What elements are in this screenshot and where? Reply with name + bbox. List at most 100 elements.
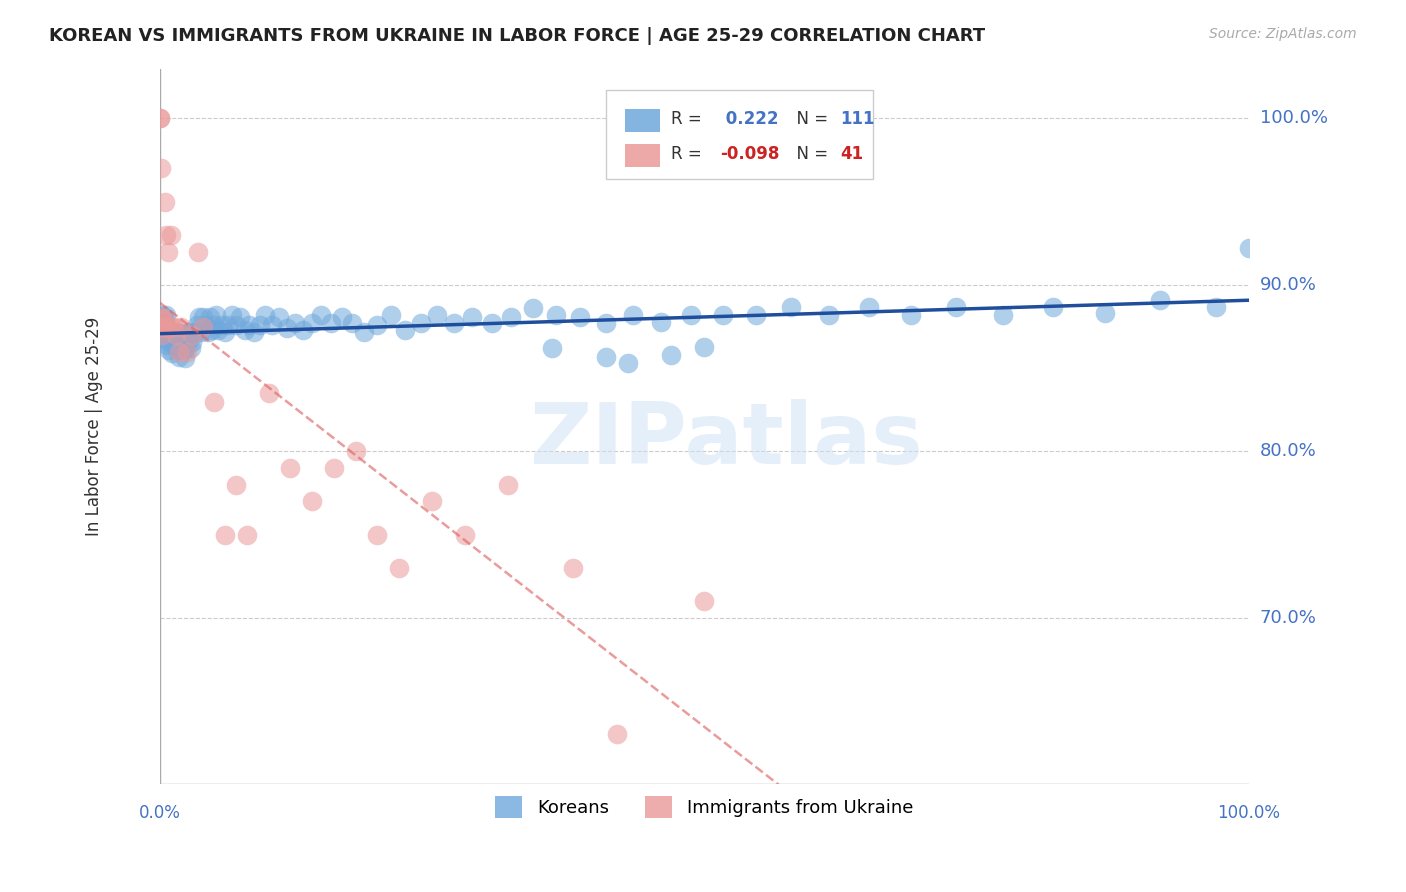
Text: 0.0%: 0.0% xyxy=(139,805,180,822)
Point xyxy=(322,461,344,475)
Point xyxy=(177,325,200,339)
Point xyxy=(167,343,190,357)
Point xyxy=(366,318,388,332)
Point xyxy=(394,323,416,337)
Point xyxy=(169,341,191,355)
Text: In Labor Force | Age 25-29: In Labor Force | Age 25-29 xyxy=(86,317,104,536)
Text: 100.0%: 100.0% xyxy=(1218,805,1279,822)
Point xyxy=(236,527,259,541)
Point xyxy=(198,310,221,324)
Text: 90.0%: 90.0% xyxy=(1260,276,1316,294)
Point xyxy=(207,323,229,337)
Point xyxy=(276,321,298,335)
Text: 41: 41 xyxy=(841,145,863,163)
Point xyxy=(157,244,180,259)
Point xyxy=(153,310,176,324)
Point xyxy=(169,344,191,359)
Point xyxy=(169,350,191,364)
Point xyxy=(1149,293,1171,307)
Point xyxy=(150,308,173,322)
Point xyxy=(562,561,585,575)
Point xyxy=(211,318,233,332)
Point xyxy=(160,319,183,334)
Point xyxy=(1205,300,1227,314)
Point xyxy=(205,308,228,322)
Point xyxy=(176,326,198,341)
Point xyxy=(388,561,411,575)
Point xyxy=(617,356,640,370)
Point xyxy=(301,316,323,330)
Point xyxy=(214,527,236,541)
Point xyxy=(177,334,200,349)
Point xyxy=(481,316,503,330)
Point xyxy=(1094,306,1116,320)
Point xyxy=(193,310,215,324)
Point xyxy=(269,310,291,324)
Point xyxy=(152,313,174,327)
Point xyxy=(443,316,465,330)
Point xyxy=(155,323,177,337)
Point xyxy=(238,318,260,332)
Point xyxy=(194,318,217,332)
Text: N =: N = xyxy=(786,145,834,163)
Legend: Koreans, Immigrants from Ukraine: Koreans, Immigrants from Ukraine xyxy=(488,789,920,825)
Point xyxy=(152,319,174,334)
Point xyxy=(156,338,179,352)
Point xyxy=(501,310,523,324)
Point xyxy=(179,326,201,341)
Point xyxy=(243,325,266,339)
Point xyxy=(149,112,172,126)
Point xyxy=(353,325,375,339)
Point xyxy=(190,325,212,339)
Point xyxy=(858,300,880,314)
Point xyxy=(170,326,193,341)
Point xyxy=(260,318,283,332)
Point xyxy=(650,315,672,329)
Point xyxy=(745,308,768,322)
Point xyxy=(309,308,332,322)
Point xyxy=(197,325,219,339)
Point xyxy=(159,325,181,339)
Point xyxy=(150,311,173,326)
Point xyxy=(181,327,204,342)
Point xyxy=(409,316,432,330)
Point xyxy=(301,494,323,508)
Point xyxy=(152,319,174,334)
Point xyxy=(160,346,183,360)
Point xyxy=(173,351,195,366)
Point xyxy=(152,329,174,343)
Point xyxy=(693,594,716,608)
Point xyxy=(173,343,195,357)
Point xyxy=(165,327,187,342)
Point xyxy=(149,112,172,126)
Point xyxy=(284,316,307,330)
Point xyxy=(420,494,443,508)
Point xyxy=(249,318,271,332)
Point xyxy=(157,334,180,349)
Point xyxy=(186,318,208,332)
Point xyxy=(292,323,315,337)
Point xyxy=(342,316,364,330)
Point xyxy=(153,319,176,334)
Point xyxy=(453,527,475,541)
Point xyxy=(595,350,617,364)
Point xyxy=(595,316,617,330)
Text: R =: R = xyxy=(672,110,707,128)
Point xyxy=(233,323,256,337)
Point xyxy=(225,477,247,491)
Point xyxy=(522,301,544,316)
Point xyxy=(149,316,172,330)
Point xyxy=(170,319,193,334)
Point xyxy=(153,194,176,209)
Point xyxy=(280,461,302,475)
Point xyxy=(780,300,803,314)
Point xyxy=(661,348,683,362)
Point xyxy=(163,325,186,339)
Point xyxy=(202,318,225,332)
Point xyxy=(183,325,205,339)
Point xyxy=(319,316,342,330)
Point xyxy=(172,333,194,347)
FancyBboxPatch shape xyxy=(624,145,659,168)
Point xyxy=(160,333,183,347)
Point xyxy=(153,315,176,329)
